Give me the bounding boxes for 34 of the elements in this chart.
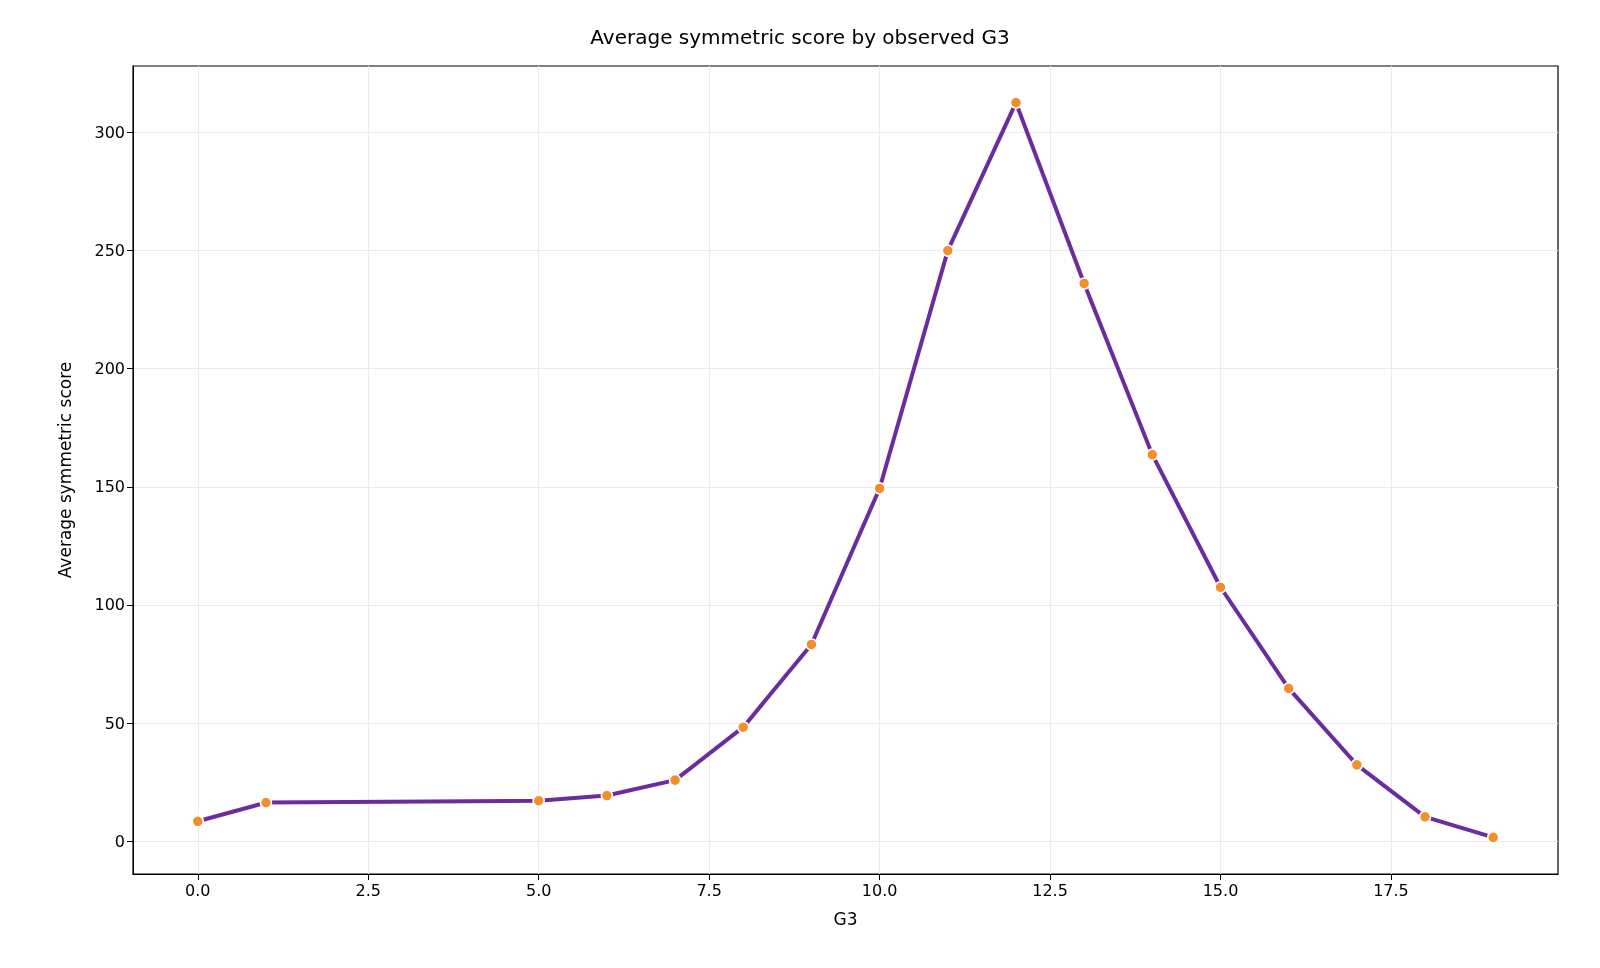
point <box>1282 682 1295 695</box>
point <box>1486 831 1500 844</box>
x-tick-label: 2.5 <box>355 880 381 900</box>
point <box>1350 758 1364 772</box>
point <box>259 796 273 809</box>
point <box>1214 581 1227 594</box>
y-tick-label: 50 <box>104 713 125 733</box>
x-tick-label: 17.5 <box>1373 880 1409 900</box>
y-axis-title: Average symmetric score <box>54 361 75 579</box>
y-tick-label: 150 <box>94 477 125 497</box>
point <box>805 638 818 651</box>
point <box>873 482 886 495</box>
point <box>532 794 545 807</box>
point <box>1418 810 1432 824</box>
y-tick-label: 250 <box>94 240 125 260</box>
point <box>1009 96 1023 109</box>
point <box>736 720 750 734</box>
x-tick-label: 7.5 <box>696 880 722 900</box>
point <box>1077 277 1091 290</box>
x-tick-label: 0.0 <box>185 880 211 900</box>
chart-title: Average symmetric score by observed G3 <box>590 25 1010 49</box>
x-tick-label: 15.0 <box>1202 880 1239 900</box>
point <box>941 244 955 257</box>
point <box>600 789 614 802</box>
y-tick-label: 0 <box>114 831 125 851</box>
y-tick-label: 200 <box>94 359 125 379</box>
point <box>668 773 682 787</box>
x-axis-title: G3 <box>833 908 858 929</box>
x-tick-label: 5.0 <box>525 880 552 900</box>
point <box>191 815 205 828</box>
y-tick-label: 100 <box>94 595 125 615</box>
x-tick-label: 12.5 <box>1032 880 1068 900</box>
y-tick-label: 300 <box>94 122 125 142</box>
x-tick-label: 10.0 <box>861 880 898 900</box>
